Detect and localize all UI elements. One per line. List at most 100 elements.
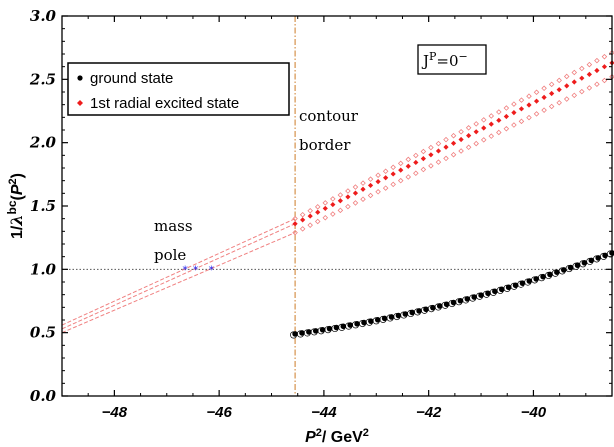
excited-point: [322, 205, 328, 212]
x-axis-label-unit: / GeV: [322, 429, 363, 446]
excited-band-point: [473, 140, 479, 147]
mass-pole-star: *: [209, 263, 215, 276]
excited-point: [541, 94, 547, 100]
ground-point: [368, 318, 374, 324]
x-tick-label: −40: [521, 404, 547, 421]
excited-band-point: [556, 77, 562, 84]
excited-state-bands: [61, 218, 296, 334]
excited-point: [496, 117, 502, 123]
ground-point: [595, 255, 602, 261]
excited-point: [594, 67, 600, 74]
excited-band-point: [548, 81, 555, 88]
ground-point: [478, 292, 484, 298]
excited-point: [481, 125, 487, 131]
excited-band-point: [526, 93, 532, 99]
excited-band-point: [413, 152, 419, 159]
excited-point: [466, 133, 472, 139]
excited-point: [413, 159, 419, 166]
excited-point: [337, 198, 343, 204]
ground-point: [485, 290, 491, 297]
ground-point: [416, 308, 422, 314]
legend-marker-ground: [77, 75, 83, 81]
excited-band-point: [413, 170, 419, 177]
ground-point: [588, 257, 595, 264]
ground-point: [430, 304, 436, 311]
excited-band-point: [533, 111, 540, 117]
excited-band-point: [292, 229, 298, 236]
excited-band-point: [594, 81, 600, 87]
x-axis-label-sq: 2: [316, 427, 322, 439]
excited-band-point: [352, 184, 359, 190]
legend-box: [67, 62, 290, 116]
excited-band-point: [601, 77, 608, 84]
excited-point: [398, 167, 404, 173]
excited-point: [549, 90, 555, 97]
excited-state-series: [292, 49, 614, 236]
excited-band-point: [322, 200, 329, 206]
x-axis-label-p: P: [305, 429, 316, 446]
extrapolation-line: [61, 223, 296, 330]
y-axis-label: 1/λbc(P2): [5, 173, 26, 239]
ground-point: [319, 326, 326, 333]
x-tick-label: −44: [311, 404, 337, 421]
mass-pole-star: *: [193, 263, 199, 276]
excited-band-point: [496, 109, 502, 115]
x-tick-label: −42: [416, 404, 442, 421]
ground-point: [471, 294, 478, 300]
ground-point: [388, 314, 395, 320]
y-axis-label-p: P: [9, 184, 26, 195]
y-axis-label-bc: bc: [5, 200, 19, 214]
ground-point: [374, 317, 381, 323]
excited-band-point: [420, 166, 427, 173]
ground-point: [395, 312, 402, 319]
ground-point: [519, 280, 526, 286]
excited-point: [503, 113, 509, 120]
excited-band-point: [450, 132, 457, 139]
legend-label-ground: ground state: [90, 70, 173, 87]
excited-band-point: [480, 117, 487, 123]
state-label-sup1: P: [429, 50, 437, 63]
ground-state-series: [290, 250, 614, 339]
ground-point: [299, 330, 305, 336]
state-label-sup2: −: [459, 50, 468, 63]
excited-band-point: [465, 144, 472, 151]
ground-point: [581, 260, 588, 266]
excited-band-point: [367, 176, 374, 182]
excited-band-point: [571, 69, 578, 76]
ground-point: [526, 278, 533, 284]
excited-band-point: [428, 163, 434, 169]
excited-point: [601, 64, 608, 70]
excited-band-point: [503, 125, 510, 132]
excited-band-point: [480, 137, 487, 143]
legend: ground state 1st radial excited state: [67, 62, 290, 116]
excited-band-point: [405, 174, 412, 180]
excited-band-point: [563, 96, 570, 102]
excited-band-point: [443, 155, 449, 162]
excited-band-point: [337, 207, 344, 214]
excited-band-point: [496, 129, 502, 136]
excited-band-point: [541, 107, 547, 113]
excited-point: [330, 201, 336, 208]
x-axis-label: P2/ GeV2: [305, 427, 369, 446]
excited-band-point: [579, 65, 585, 72]
excited-point: [390, 171, 396, 177]
excited-point: [375, 179, 381, 185]
excited-band-point: [292, 215, 298, 222]
excited-band-point: [435, 140, 442, 147]
excited-band-point: [375, 172, 381, 178]
excited-band-point: [345, 188, 351, 194]
x-tick-label: −46: [206, 404, 232, 421]
excited-band-point: [299, 211, 306, 218]
extrapolation-line: [61, 218, 296, 326]
excited-band-point: [382, 168, 389, 175]
excited-band-point: [435, 159, 442, 165]
ground-point: [492, 288, 498, 295]
ground-point: [457, 297, 464, 304]
excited-band-point: [488, 113, 495, 119]
mass-pole-star: *: [182, 263, 188, 276]
excited-point: [518, 106, 525, 112]
x-tick-label: −48: [102, 404, 128, 421]
ground-point: [312, 328, 319, 334]
ground-point: [450, 299, 457, 306]
